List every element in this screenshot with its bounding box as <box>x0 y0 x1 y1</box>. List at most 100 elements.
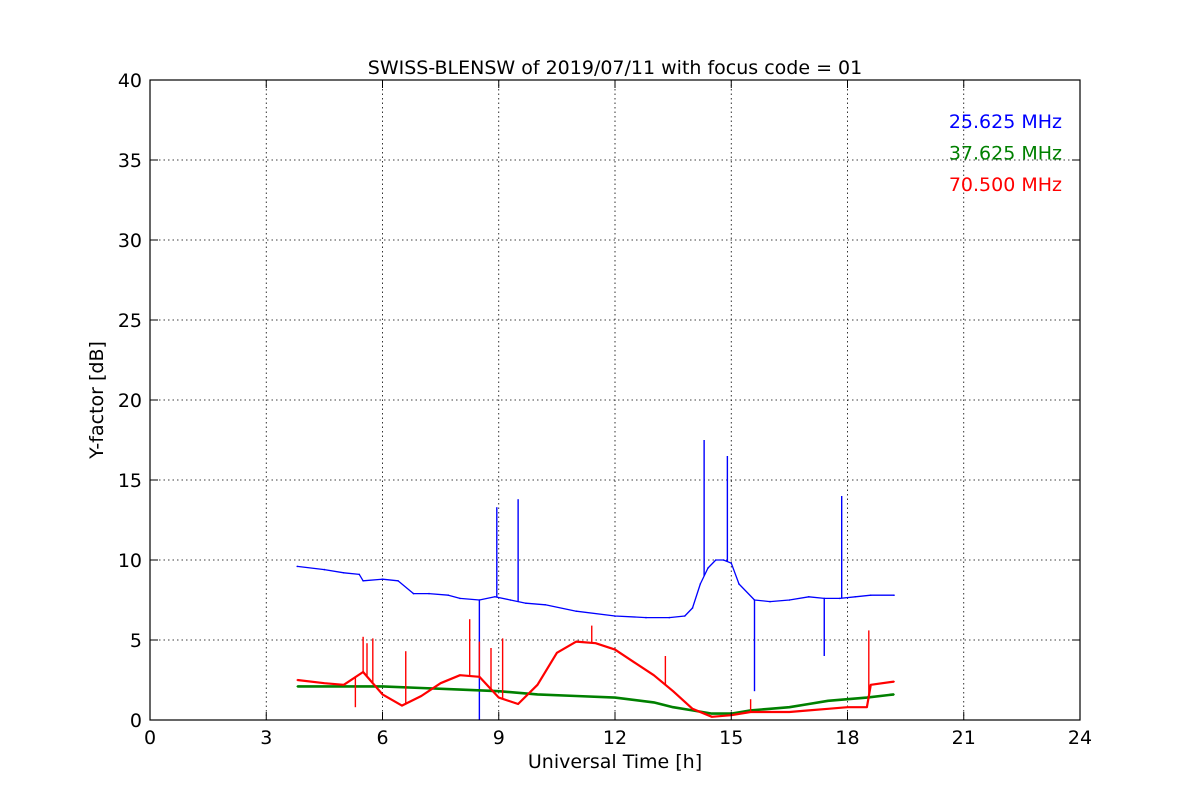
data-point <box>420 695 423 697</box>
data-point <box>556 652 558 654</box>
series-layer <box>296 440 895 720</box>
data-point <box>668 616 671 619</box>
data-point <box>711 712 713 715</box>
data-point <box>323 682 326 684</box>
data-point <box>381 693 384 696</box>
data-point <box>575 610 578 612</box>
y-tick-label: 35 <box>118 150 142 172</box>
data-point <box>459 674 461 676</box>
data-point <box>788 706 791 708</box>
data-point <box>428 592 430 595</box>
x-tick-label: 18 <box>835 727 859 749</box>
data-point <box>807 709 810 712</box>
data-point <box>869 594 872 596</box>
data-point <box>536 684 539 686</box>
data-point <box>401 704 403 707</box>
data-point <box>645 616 647 619</box>
y-axis-label: Y-factor [dB] <box>86 341 108 460</box>
data-point <box>459 597 461 600</box>
data-point <box>722 559 725 561</box>
data-point <box>412 592 415 595</box>
x-tick-label: 12 <box>603 727 627 749</box>
data-point <box>509 599 512 601</box>
data-point <box>788 711 791 713</box>
data-point <box>342 572 345 574</box>
x-tick-label: 0 <box>144 727 156 749</box>
data-point <box>614 615 616 617</box>
legend-entry: 25.625 MHz <box>949 111 1062 133</box>
data-point <box>342 684 345 686</box>
series-line <box>297 685 895 715</box>
data-point <box>893 680 895 683</box>
x-tick-label: 9 <box>493 727 505 749</box>
data-point <box>807 596 810 598</box>
data-point <box>296 685 299 688</box>
data-point <box>447 594 450 596</box>
data-point <box>420 687 423 689</box>
data-point <box>525 602 527 604</box>
y-tick-label: 30 <box>118 230 142 252</box>
data-point <box>738 583 740 585</box>
data-point <box>866 706 868 708</box>
data-point <box>652 674 655 676</box>
series-1 <box>296 685 895 715</box>
data-point <box>769 600 771 603</box>
data-point <box>788 599 791 601</box>
data-point <box>439 682 442 684</box>
data-point <box>769 708 771 710</box>
data-point <box>497 696 500 699</box>
data-point <box>730 562 733 564</box>
data-point <box>714 559 717 561</box>
data-point <box>362 580 364 582</box>
data-point <box>893 693 895 696</box>
y-tick-label: 15 <box>118 470 142 492</box>
x-tick-label: 15 <box>719 727 743 749</box>
y-tick-label: 20 <box>118 390 142 412</box>
data-point <box>893 594 895 596</box>
data-point <box>838 597 841 600</box>
data-point <box>869 684 872 686</box>
series-line <box>297 640 895 718</box>
data-point <box>699 583 702 585</box>
legend-entry: 37.625 MHz <box>949 143 1062 165</box>
data-point <box>846 698 849 700</box>
data-point <box>594 642 597 644</box>
ticks: 0 3 6 9 12 15 18 21 24 0 5 10 15 20 25 30 35 40 <box>118 70 1092 749</box>
x-axis-label: Universal Time [h] <box>528 751 702 773</box>
data-point <box>807 703 810 705</box>
data-point <box>707 567 709 569</box>
data-point <box>381 578 384 580</box>
data-point <box>652 701 655 704</box>
data-point <box>323 568 326 571</box>
data-point <box>517 703 519 705</box>
y-tick-label: 0 <box>130 710 142 732</box>
data-point <box>397 580 399 582</box>
series-2 <box>296 619 895 718</box>
data-point <box>381 685 384 688</box>
data-point <box>575 695 578 697</box>
data-point <box>769 711 771 713</box>
chart-title: SWISS-BLENSW of 2019/07/11 with focus co… <box>368 57 862 79</box>
x-tick-label: 3 <box>260 727 272 749</box>
data-point <box>494 596 496 598</box>
legend-entry: 70.500 MHz <box>949 174 1062 196</box>
data-point <box>633 661 636 664</box>
data-point <box>672 690 674 692</box>
data-point <box>342 685 345 688</box>
x-tick-label: 6 <box>376 727 388 749</box>
data-point <box>827 708 829 710</box>
data-point <box>854 596 857 598</box>
y-tick-label: 5 <box>130 630 142 652</box>
data-point <box>358 573 361 576</box>
data-point <box>296 679 299 681</box>
y-tick-label: 25 <box>118 310 142 332</box>
data-point <box>536 693 539 696</box>
data-point <box>711 716 713 718</box>
x-tick-label: 24 <box>1068 727 1092 749</box>
data-point <box>614 648 616 651</box>
data-point <box>846 706 849 708</box>
data-point <box>296 565 299 568</box>
legend: 25.625 MHz 37.625 MHz 70.500 MHz <box>949 111 1062 196</box>
grid <box>150 80 1080 720</box>
